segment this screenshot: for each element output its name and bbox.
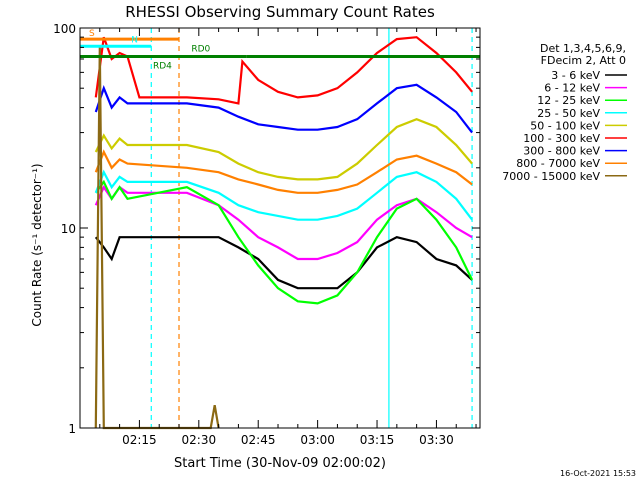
y-tick-label-1: 10: [61, 222, 76, 236]
x-tick-label-1: 02:30: [182, 433, 217, 447]
x-tick-label-4: 03:15: [360, 433, 395, 447]
legend-label-2: 12 - 25 keV: [537, 94, 600, 107]
y-axis-label: Count Rate (s⁻¹ detector⁻¹): [30, 163, 44, 326]
legend-header-1: Det 1,3,4,5,6,9,: [540, 42, 626, 55]
series-line-2: [94, 179, 474, 305]
legend-label-3: 25 - 50 keV: [537, 107, 600, 120]
x-tick-label-2: 02:45: [241, 433, 276, 447]
x-axis-label: Start Time (30-Nov-09 02:00:02): [174, 456, 386, 471]
series-line-1: [94, 184, 473, 261]
legend-header-2: FDecim 2, Att 0: [541, 54, 626, 67]
legend-label-0: 3 - 6 keV: [551, 69, 600, 82]
series-line-0: [94, 236, 473, 290]
y-tick-label-0: 1: [68, 422, 76, 436]
footer-date: 16-Oct-2021 15:53: [560, 469, 636, 478]
annotation-label-2: RD0: [191, 45, 210, 55]
series-line-4: [94, 118, 473, 181]
legend-label-5: 100 - 300 keV: [523, 132, 600, 145]
x-tick-label-0: 02:15: [122, 433, 157, 447]
legend-label-7: 800 - 7000 keV: [516, 157, 600, 170]
annotation-label-1: N: [131, 35, 138, 45]
legend-label-6: 300 - 800 keV: [523, 145, 600, 158]
annotation-label-3: RD4: [153, 62, 172, 72]
series-line-7: [94, 149, 473, 194]
legend-label-1: 6 - 12 keV: [544, 82, 600, 95]
x-tick-label-5: 03:30: [419, 433, 454, 447]
chart-title: RHESSI Observing Summary Count Rates: [125, 3, 435, 21]
y-tick-label-2: 100: [53, 22, 76, 36]
legend-label-4: 50 - 100 keV: [530, 119, 600, 132]
x-tick-label-3: 03:00: [300, 433, 335, 447]
annotation-label-0: S: [89, 29, 95, 39]
series-line-3: [94, 169, 473, 221]
legend-label-8: 7000 - 15000 keV: [502, 170, 600, 183]
series-line-5: [94, 36, 473, 105]
series-line-6: [94, 83, 473, 134]
